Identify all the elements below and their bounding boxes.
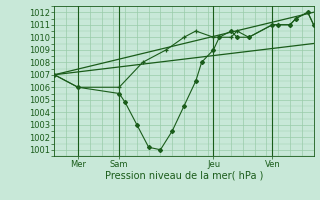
X-axis label: Pression niveau de la mer( hPa ): Pression niveau de la mer( hPa ) [105,171,263,181]
